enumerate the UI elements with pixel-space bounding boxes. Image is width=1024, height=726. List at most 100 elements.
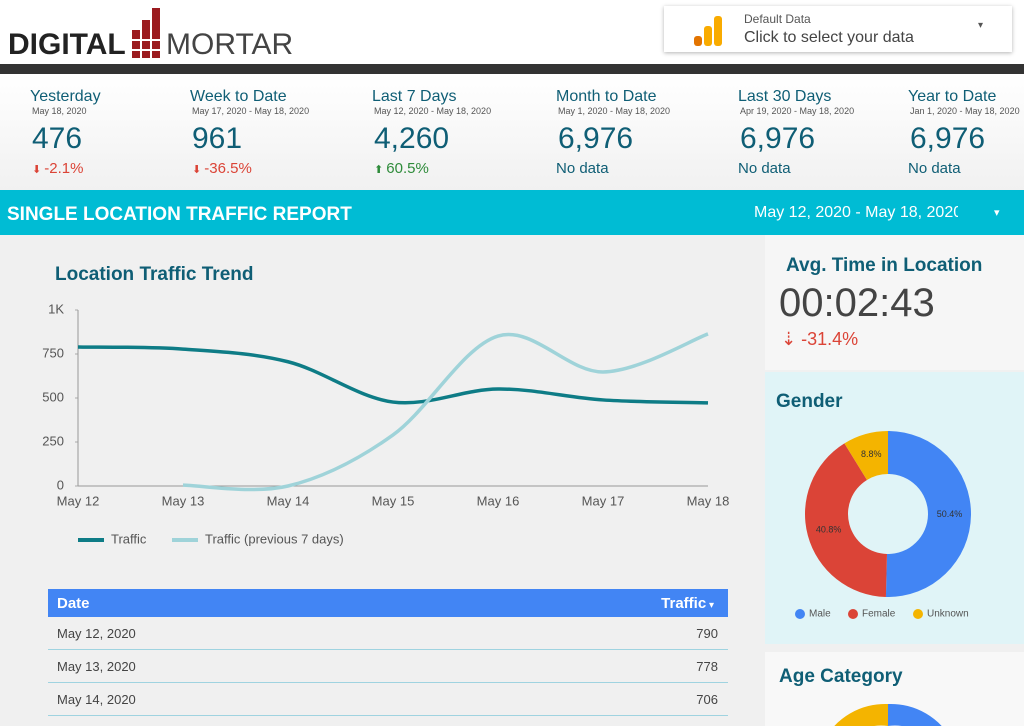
sort-arrow: ▾ xyxy=(706,600,714,611)
kpi-change: No data xyxy=(908,160,961,177)
kpi-label: Yesterday xyxy=(30,88,101,105)
x-tick-label: May 13 xyxy=(162,493,205,508)
data-source-selector[interactable]: Default Data Click to select your data ▾ xyxy=(664,6,1012,52)
x-tick-label: May 16 xyxy=(477,493,520,508)
table-row: May 13, 2020 778 xyxy=(48,650,728,683)
kpi: Month to Date May 1, 2020 - May 18, 2020 6… xyxy=(556,86,706,186)
legend-label: Unknown xyxy=(927,609,969,620)
legend-label: Traffic xyxy=(111,531,147,546)
kpi-label: Last 7 Days xyxy=(372,88,457,105)
kpi-label: Year to Date xyxy=(908,88,997,105)
x-tick-label: May 17 xyxy=(582,493,625,508)
cell: 778 xyxy=(696,659,718,674)
logo-text: MORTAR xyxy=(166,28,294,61)
kpi-change: No data xyxy=(738,160,791,177)
cell: 790 xyxy=(696,626,718,641)
y-tick-label: 750 xyxy=(42,345,64,360)
pie-slice xyxy=(885,431,972,597)
legend-swatch xyxy=(913,609,923,619)
legend-swatch xyxy=(795,609,805,619)
slice-label: 50.4% xyxy=(937,509,963,519)
legend-label: Male xyxy=(809,609,831,620)
cell: 706 xyxy=(696,692,718,707)
kpi-range: May 17, 2020 - May 18, 2020 xyxy=(192,106,310,116)
kpi-range: Apr 19, 2020 - May 18, 2020 xyxy=(740,106,855,116)
trend-arrow: ⬆ xyxy=(374,164,387,176)
data-table: Date Traffic ▾ May 12, 2020 790 May 13, 2020… xyxy=(48,589,728,716)
table-header: Date Traffic ▾ xyxy=(48,589,728,617)
kpi: Yesterday May 18, 2020 476 ⬇ -2.1% xyxy=(30,86,180,186)
avg-time-panel: Avg. Time in Location 00:02:43 ⇣ -31.4% xyxy=(765,235,1024,370)
change-text: No data xyxy=(908,160,961,177)
kpi-value: 961 xyxy=(192,122,243,155)
report-bar: SINGLE LOCATION TRAFFIC REPORT May 12, 2… xyxy=(0,190,1024,235)
kpi: Week to Date May 17, 2020 - May 18, 2020 9… xyxy=(190,86,340,186)
kpi-strip: Yesterday May 18, 2020 476 ⬇ -2.1% Week to D… xyxy=(0,74,1024,190)
avg-time-change: ⇣ -31.4% xyxy=(781,329,859,349)
kpi-label: Last 30 Days xyxy=(738,88,832,105)
kpi-label: Week to Date xyxy=(190,88,287,105)
x-tick-label: May 18 xyxy=(687,493,730,508)
panel-title: Age Category xyxy=(779,666,903,687)
pie-chart: Gender 50.4% 40.8% 8.8% Male Female Unknown xyxy=(765,372,1024,644)
trend-arrow: ⬇ xyxy=(192,164,205,176)
legend-swatch xyxy=(848,609,858,619)
kpi-value: 6,976 xyxy=(740,122,816,155)
y-tick-label: 1K xyxy=(48,301,64,316)
date-range[interactable]: May 12, 2020 - May 18, 2020 xyxy=(754,204,958,221)
kpi-value: 6,976 xyxy=(558,122,634,155)
line-chart: Location Traffic Trend 0 250 500 750 1K May 12… xyxy=(42,264,730,546)
y-tick-label: 500 xyxy=(42,389,64,404)
logo-icon xyxy=(130,8,164,58)
divider xyxy=(0,64,1024,74)
age-panel: Age Category xyxy=(765,652,1024,726)
x-tick-label: May 15 xyxy=(372,493,415,508)
table-row: May 12, 2020 790 xyxy=(48,617,728,650)
kpi-range: May 1, 2020 - May 18, 2020 xyxy=(558,106,671,116)
kpi: Last 30 Days Apr 19, 2020 - May 18, 2020 6… xyxy=(738,86,888,186)
kpi-range: May 12, 2020 - May 18, 2020 xyxy=(374,106,492,116)
change-text: -31.4% xyxy=(801,329,859,349)
dropdown-arrow: ▾ xyxy=(978,20,984,31)
trend-arrow: ⬇ xyxy=(32,164,45,176)
cell: May 12, 2020 xyxy=(57,626,136,641)
kpi-label: Month to Date xyxy=(556,88,657,105)
logo-text: DIGITAL xyxy=(8,28,126,61)
kpi-value: 476 xyxy=(32,122,83,155)
kpi-range: May 18, 2020 xyxy=(32,106,87,116)
table-row: May 14, 2020 706 xyxy=(48,683,728,716)
age-chart-edge xyxy=(834,703,942,726)
cell: May 13, 2020 xyxy=(57,659,136,674)
kpi-value: 6,976 xyxy=(910,122,986,155)
change-text: 60.5% xyxy=(386,160,429,177)
legend-label: Traffic (previous 7 days) xyxy=(205,531,344,546)
slice-label: 8.8% xyxy=(861,449,882,459)
report-title: SINGLE LOCATION TRAFFIC REPORT xyxy=(7,204,352,225)
slice-label: 40.8% xyxy=(816,524,842,534)
kpi-change: No data xyxy=(556,160,609,177)
cell: May 14, 2020 xyxy=(57,692,136,707)
y-tick-label: 250 xyxy=(42,433,64,448)
panel-title: Avg. Time in Location xyxy=(786,255,983,276)
source-icon xyxy=(694,16,722,46)
kpi-range: Jan 1, 2020 - May 18, 2020 xyxy=(910,106,1020,116)
source-hint: Click to select your data xyxy=(744,29,914,46)
chart-title: Gender xyxy=(776,391,843,412)
source-name: Default Data xyxy=(744,12,811,26)
x-tick-label: May 14 xyxy=(267,493,310,508)
kpi-change: ⬇ -2.1% xyxy=(32,160,83,177)
column-header-sort[interactable]: Traffic ▾ xyxy=(661,595,714,612)
series-line xyxy=(182,332,709,492)
column-header: Traffic xyxy=(661,595,707,612)
kpi: Last 7 Days May 12, 2020 - May 18, 2020 4,… xyxy=(372,86,522,186)
kpi-change: ⬇ -36.5% xyxy=(192,160,252,177)
x-tick-label: May 12 xyxy=(57,493,100,508)
chart-title: Location Traffic Trend xyxy=(55,264,253,285)
change-text: -2.1% xyxy=(44,160,84,177)
change-text: No data xyxy=(738,160,791,177)
series-line xyxy=(77,345,709,405)
pie-slice xyxy=(805,443,887,597)
avg-time-value: 00:02:43 xyxy=(779,281,935,325)
y-tick-label: 0 xyxy=(57,477,64,492)
